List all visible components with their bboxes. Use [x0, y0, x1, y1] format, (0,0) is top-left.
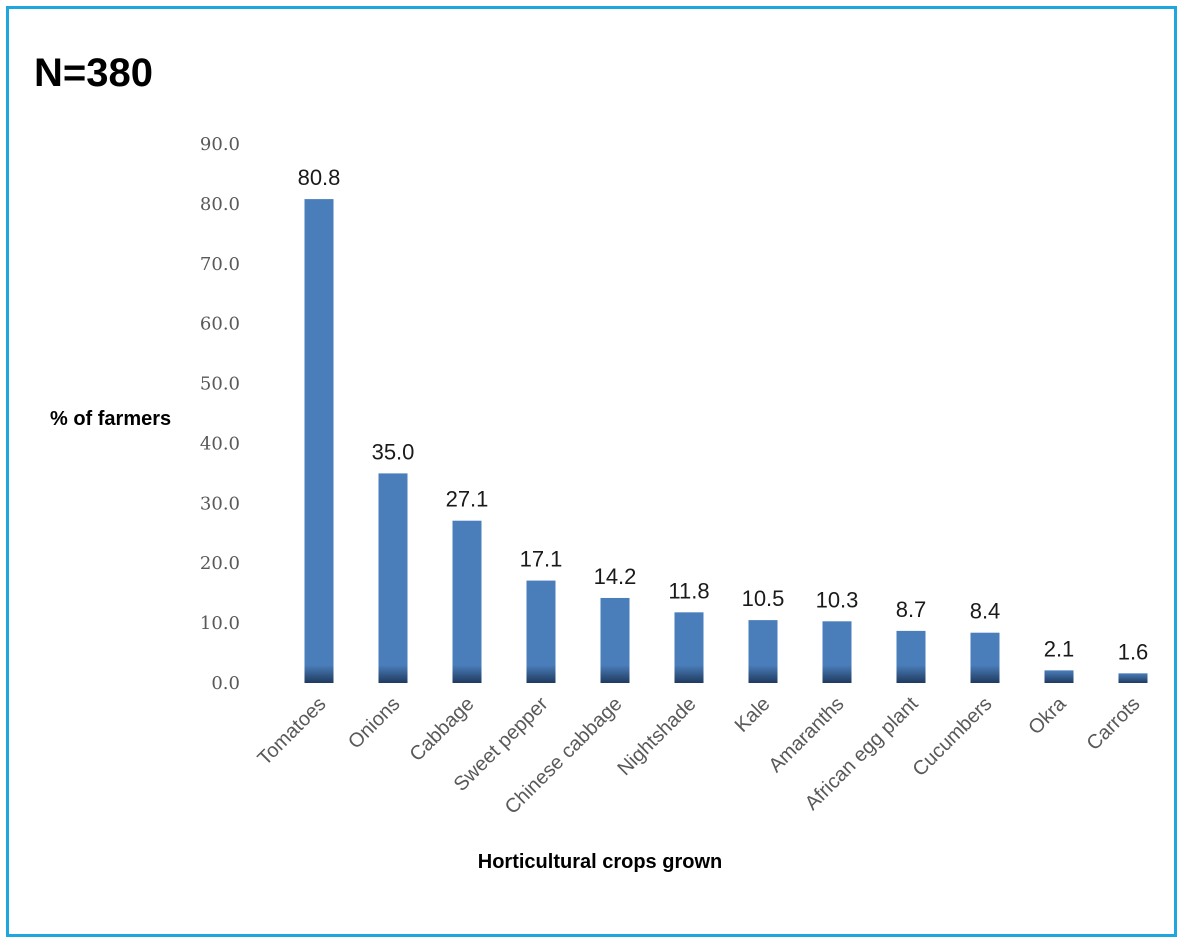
data-label: 35.0 [372, 439, 415, 464]
x-tick-label: Tomatoes [254, 693, 331, 770]
y-tick-label: 70.0 [200, 254, 240, 275]
x-tick-label: Onions [344, 693, 404, 753]
x-axis-title: Horticultural crops grown [478, 851, 722, 873]
x-tick-label: Cabbage [406, 693, 479, 766]
y-tick-label: 80.0 [200, 194, 240, 215]
data-label: 10.5 [742, 586, 785, 611]
y-tick-label: 40.0 [200, 433, 240, 454]
y-axis-title: % of farmers [50, 408, 171, 430]
bar-base-shade [1118, 673, 1148, 683]
bar-base-shade [600, 665, 630, 683]
bar-cabbage [452, 520, 482, 683]
y-tick-label: 60.0 [200, 314, 240, 335]
bar-base-shade [304, 665, 334, 683]
y-tick-label: 50.0 [200, 374, 240, 395]
bar-onions [378, 473, 408, 683]
data-label: 8.7 [896, 597, 927, 622]
y-axis-ticks: 0.0 10.0 20.0 30.0 40.0 50.0 60.0 70.0 80.0 90.0 [200, 134, 240, 694]
bar-base-shade [970, 665, 1000, 683]
bar-base-shade [822, 665, 852, 683]
x-tick-label: Cucumbers [909, 693, 997, 781]
x-tick-label: Nightshade [613, 693, 700, 780]
x-tick-label: Kale [731, 693, 775, 737]
bar-base-shade [674, 665, 704, 683]
bar-base-shade [748, 665, 778, 683]
bar-base-shade [526, 665, 556, 683]
bar-base-shade [896, 665, 926, 683]
data-label: 1.6 [1118, 639, 1149, 664]
data-label: 17.1 [520, 547, 563, 572]
data-label: 14.2 [594, 564, 637, 589]
chart-title: N=380 [34, 51, 153, 95]
y-tick-label: 30.0 [200, 493, 240, 514]
bars [304, 199, 1148, 683]
chart-frame [6, 6, 1177, 937]
y-tick-label: 0.0 [211, 673, 240, 694]
y-tick-label: 10.0 [200, 613, 240, 634]
bar-base-shade [378, 665, 408, 683]
data-label: 10.3 [816, 587, 859, 612]
bar-base-shade [1044, 670, 1074, 683]
bar-tomatoes [304, 199, 334, 683]
y-tick-label: 20.0 [200, 553, 240, 574]
bar-base-shade [452, 665, 482, 683]
data-label: 80.8 [298, 165, 341, 190]
data-label: 27.1 [446, 487, 489, 512]
data-label: 2.1 [1044, 636, 1075, 661]
x-tick-label: Okra [1024, 692, 1071, 739]
data-label: 8.4 [970, 599, 1001, 624]
data-label: 11.8 [668, 578, 709, 603]
x-tick-label: Carrots [1083, 693, 1145, 755]
y-tick-label: 90.0 [200, 134, 240, 155]
data-labels: 80.8 35.0 27.1 17.1 14.2 11.8 10.5 10.3 8.7 8.4 2.… [298, 165, 1149, 664]
